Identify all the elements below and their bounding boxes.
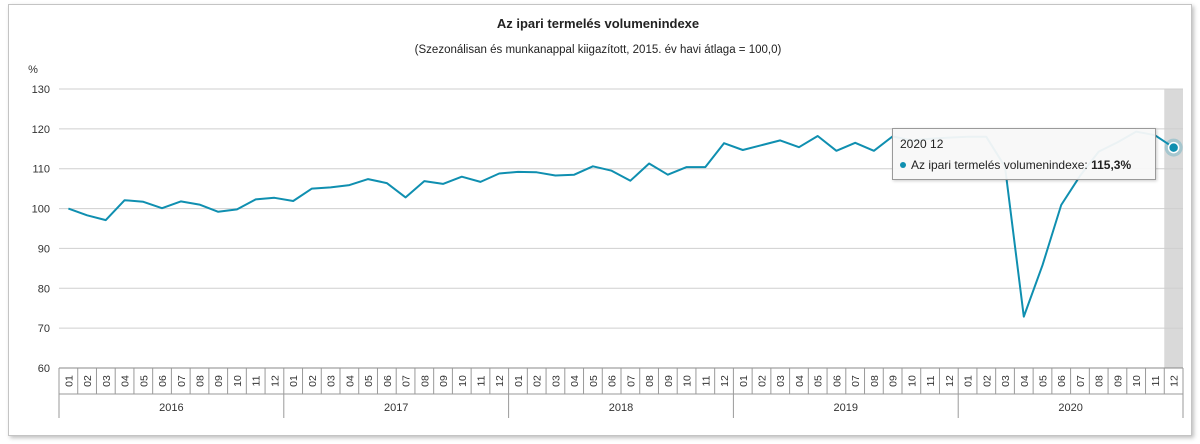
x-tick-label: 04 <box>344 375 356 387</box>
x-tick-label: 10 <box>232 375 244 387</box>
x-tick-label: 12 <box>269 375 281 387</box>
y-axis-ticks: 60 70 80 90 100 110 120 130 <box>32 84 50 375</box>
tooltip: 2020 12 Az ipari termelés volumenindexe:… <box>892 128 1156 180</box>
x-tick-label: 09 <box>1112 375 1124 387</box>
x-tick-label: 09 <box>438 375 450 387</box>
x-tick-label: 04 <box>569 375 581 387</box>
x-tick-label: 02 <box>532 375 544 387</box>
y-tick-label: 60 <box>38 363 50 375</box>
chart-subtitle: (Szezonálisan és munkanappal kiigazított… <box>415 44 782 56</box>
x-tick-label: 12 <box>944 375 956 387</box>
x-tick-label: 05 <box>588 375 600 387</box>
x-tick-label: 10 <box>457 375 469 387</box>
x-tick-label: 03 <box>1000 375 1012 387</box>
tooltip-period: 2020 12 <box>900 137 944 151</box>
x-tick-label: 04 <box>1019 375 1031 387</box>
y-tick-label: 70 <box>38 323 50 335</box>
x-tick-label: 12 <box>1169 375 1181 387</box>
x-tick-label: 01 <box>513 375 525 387</box>
x-tick-label: 02 <box>307 375 319 387</box>
x-tick-label: 10 <box>906 375 918 387</box>
x-axis: 01 02 03 04 05 06 07 08 09 10 11 12 01 02 03 04 05 06 07 08… <box>58 368 1184 418</box>
x-tick-label: 07 <box>176 375 188 387</box>
chart-frame <box>8 4 1192 436</box>
x-tick-label: 11 <box>251 375 263 386</box>
highlight-band <box>1164 89 1183 368</box>
x-tick-label: 03 <box>326 375 338 387</box>
x-tick-label: 05 <box>813 375 825 387</box>
x-tick-label: 09 <box>888 375 900 387</box>
x-tick-label: 01 <box>738 375 750 387</box>
x-tick-label: 04 <box>120 375 132 387</box>
x-tick-label: 11 <box>1150 375 1162 386</box>
x-tick-label: 03 <box>550 375 562 387</box>
x-tick-label: 05 <box>1038 375 1050 387</box>
x-tick-label: 03 <box>101 375 113 387</box>
y-tick-label: 100 <box>32 204 50 216</box>
chart-title: Az ipari termelés volumenindexe <box>497 16 699 31</box>
x-tick-label: 07 <box>850 375 862 387</box>
x-tick-label: 02 <box>981 375 993 387</box>
x-tick-label: 01 <box>963 375 975 387</box>
x-tick-label: 05 <box>138 375 150 387</box>
series-marker-icon <box>900 162 906 168</box>
year-label: 2020 <box>1058 402 1082 414</box>
x-tick-label: 06 <box>382 375 394 387</box>
year-label: 2019 <box>834 402 858 414</box>
x-tick-label: 12 <box>494 375 506 387</box>
x-tick-label: 06 <box>1056 375 1068 387</box>
y-tick-label: 80 <box>38 283 50 295</box>
x-tick-label: 11 <box>476 375 488 386</box>
y-tick-label: 120 <box>32 124 50 136</box>
x-tick-label: 03 <box>775 375 787 387</box>
x-tick-label: 01 <box>288 375 300 387</box>
x-tick-label: 07 <box>625 375 637 387</box>
x-tick-label: 10 <box>1131 375 1143 387</box>
x-tick-label: 08 <box>419 375 431 387</box>
x-tick-label: 12 <box>719 375 731 387</box>
x-tick-label: 06 <box>831 375 843 387</box>
highlight-point <box>1167 141 1180 154</box>
x-tick-label: 01 <box>63 375 75 387</box>
x-tick-label: 08 <box>644 375 656 387</box>
year-label: 2016 <box>159 402 183 414</box>
x-tick-label: 07 <box>1075 375 1087 387</box>
data-points[interactable] <box>65 129 1183 320</box>
y-tick-label: 90 <box>38 243 50 255</box>
x-tick-label: 10 <box>682 375 694 387</box>
y-tick-label: 130 <box>32 84 50 96</box>
y-axis-unit: % <box>28 64 38 76</box>
x-tick-label: 09 <box>663 375 675 387</box>
tooltip-series-label: Az ipari termelés volumenindexe: <box>911 158 1088 172</box>
x-tick-label: 02 <box>757 375 769 387</box>
x-tick-label: 02 <box>82 375 94 387</box>
x-tick-label: 11 <box>700 375 712 386</box>
x-tick-label: 07 <box>401 375 413 387</box>
tooltip-row: Az ipari termelés volumenindexe: 115,3% <box>900 158 1131 172</box>
x-tick-label: 08 <box>1094 375 1106 387</box>
x-tick-label: 08 <box>869 375 881 387</box>
year-label: 2017 <box>384 402 408 414</box>
x-tick-label: 06 <box>157 375 169 387</box>
y-tick-label: 110 <box>32 164 50 176</box>
x-tick-label: 09 <box>213 375 225 387</box>
x-tick-label: 11 <box>925 375 937 386</box>
x-tick-label: 04 <box>794 375 806 387</box>
x-tick-label: 05 <box>363 375 375 387</box>
year-label: 2018 <box>609 402 633 414</box>
x-tick-label: 06 <box>607 375 619 387</box>
tooltip-value: 115,3% <box>1091 158 1132 172</box>
x-tick-label: 08 <box>195 375 207 387</box>
